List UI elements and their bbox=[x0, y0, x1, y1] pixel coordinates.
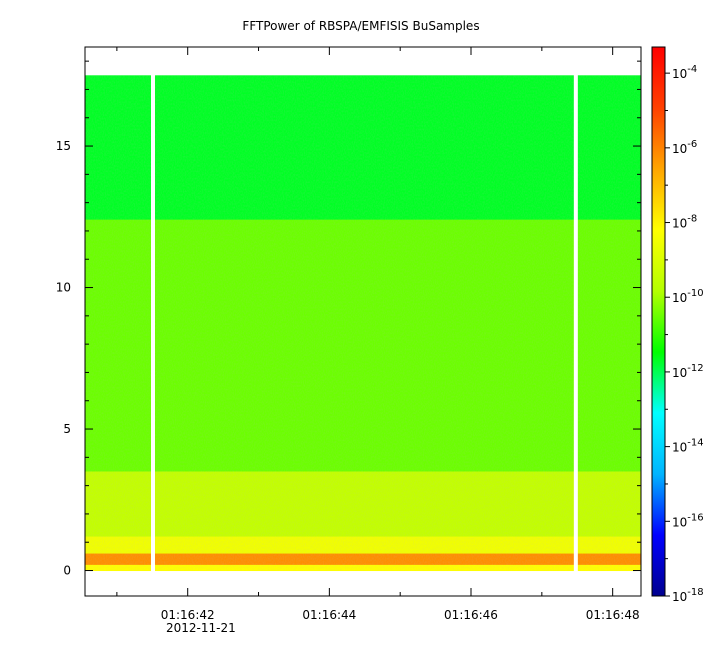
data-gap bbox=[150, 74, 155, 572]
colorbar-frame bbox=[651, 46, 666, 597]
y-axis: 0 5 10 15 bbox=[56, 60, 641, 578]
colorbar-tick-label: 10-12 bbox=[672, 363, 704, 380]
x-date-label: 2012-11-21 bbox=[166, 621, 236, 635]
colorbar-tick-label: 10-18 bbox=[672, 587, 704, 604]
colorbar-tick-label: 10-10 bbox=[672, 288, 704, 305]
colorbar-tick-label: 10-6 bbox=[672, 139, 697, 156]
y-tick-label: 0 bbox=[63, 564, 71, 578]
x-tick-label: 01:16:44 bbox=[302, 608, 356, 622]
data-gaps bbox=[150, 74, 578, 572]
colorbar-ticks: 10-4 10-6 10-8 10-10 10-12 10-14 10-16 10-18 bbox=[665, 64, 704, 604]
x-tick-label: 01:16:46 bbox=[444, 608, 498, 622]
colorbar-tick-label: 10-16 bbox=[672, 512, 704, 529]
spectrogram-noise bbox=[85, 75, 641, 571]
data-gap bbox=[573, 74, 578, 572]
plot-frame bbox=[84, 46, 642, 597]
y-tick-label: 10 bbox=[56, 281, 71, 295]
colorbar-tick-label: 10-8 bbox=[672, 214, 697, 231]
chart-title: FFTPower of RBSPA/EMFISIS BuSamples bbox=[242, 19, 479, 33]
colorbar bbox=[652, 47, 665, 596]
plot-area bbox=[85, 47, 641, 596]
colorbar-tick-label: 10-14 bbox=[672, 438, 704, 455]
x-axis: 01:16:42 01:16:44 01:16:46 01:16:48 bbox=[116, 47, 640, 622]
x-tick-label: 01:16:42 bbox=[161, 608, 215, 622]
y-tick-label: 5 bbox=[63, 422, 71, 436]
x-tick-label: 01:16:48 bbox=[586, 608, 640, 622]
colorbar-tick-label: 10-4 bbox=[672, 64, 697, 81]
y-tick-label: 15 bbox=[56, 139, 71, 153]
spectrogram-texture bbox=[85, 75, 641, 571]
